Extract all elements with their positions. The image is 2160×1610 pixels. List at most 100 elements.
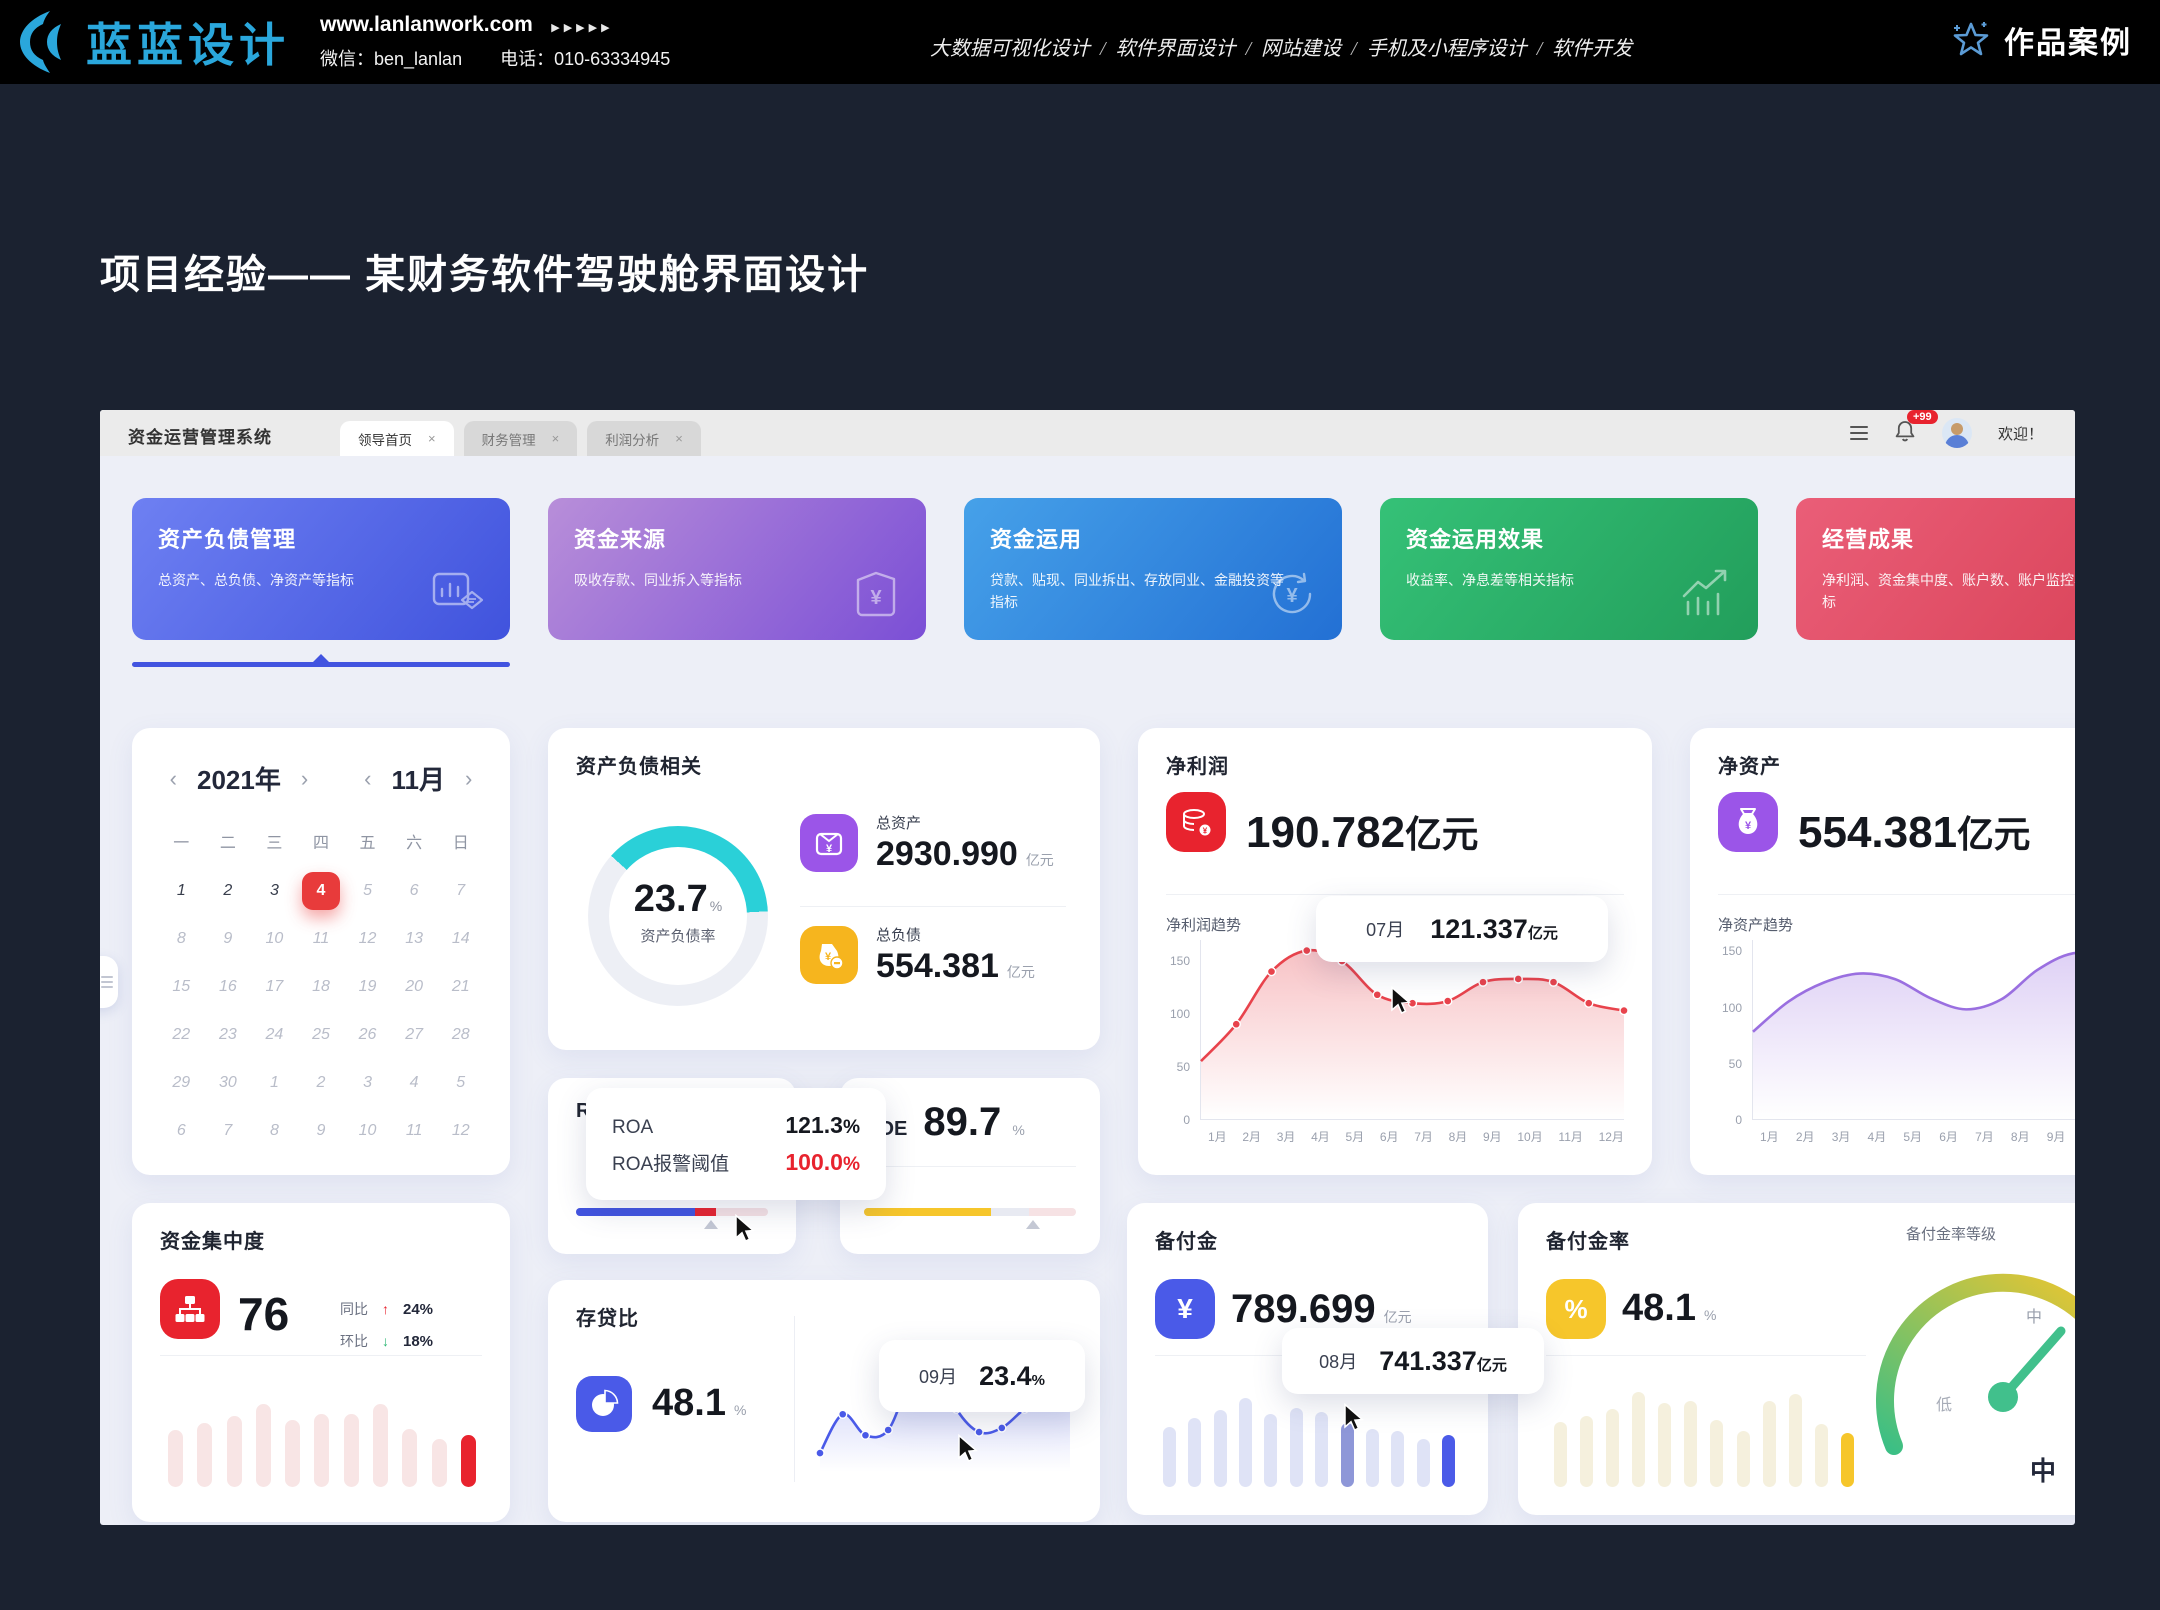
calendar-day[interactable]: 1: [176, 882, 186, 899]
user-avatar[interactable]: [1942, 418, 1972, 448]
calendar-day[interactable]: 16: [218, 978, 237, 995]
calendar-day[interactable]: 24: [265, 1026, 284, 1043]
calendar-card: ‹ 2021年 › ‹ 11月 › 一二三四五六日 1 2 3 4 5 6 7 8 9 10 11 12…: [132, 728, 510, 1175]
debt-value: 554.381 亿元: [876, 947, 1035, 985]
bar: [1840, 1433, 1854, 1487]
calendar-day[interactable]: 9: [223, 930, 233, 947]
trend-up-icon: [1682, 569, 1727, 616]
nav-card-asset-liability[interactable]: 资产负债管理 总资产、总负债、净资产等指标: [132, 498, 510, 640]
prev-month-icon[interactable]: ‹: [364, 765, 372, 791]
calendar-day[interactable]: 11: [312, 930, 330, 947]
calendar-day[interactable]: 18: [312, 978, 330, 995]
calendar-day[interactable]: 19: [358, 978, 377, 995]
next-year-icon[interactable]: ›: [300, 765, 309, 791]
topbar-right: +99 欢迎！: [1850, 410, 2043, 448]
nav-card-operating-result[interactable]: 经营成果 净利润、资金集中度、账户数、账户监控率等指标: [1796, 498, 2075, 640]
header-contact: www.lanlanwork.com ▶▶▶▶▶ 微信：ben_lanlan 电…: [320, 13, 670, 71]
roa-progress-bar[interactable]: [576, 1208, 768, 1216]
yen-icon: ¥: [1155, 1279, 1215, 1339]
reserve-rate-gauge[interactable]: [1848, 1231, 2075, 1515]
prev-year-icon[interactable]: ‹: [169, 765, 177, 791]
calendar-day[interactable]: 2: [223, 882, 233, 899]
calendar-day[interactable]: 8: [176, 930, 186, 947]
calendar-day[interactable]: 5: [363, 882, 373, 899]
calendar-day[interactable]: 5: [456, 1074, 466, 1091]
nav-item[interactable]: 软件开发: [1552, 38, 1633, 60]
calendar-day[interactable]: 7: [223, 1122, 233, 1139]
roe-progress-bar[interactable]: [864, 1208, 1076, 1216]
tab-close-icon[interactable]: ×: [551, 431, 560, 446]
tab-close-icon[interactable]: ×: [428, 431, 436, 446]
loan-ratio-value: 48.1%: [652, 1382, 747, 1424]
card-title: 资金集中度: [160, 1231, 265, 1253]
menu-icon[interactable]: [1850, 423, 1868, 444]
tab-leader-home[interactable]: 领导首页 ×: [340, 421, 454, 456]
calendar-day[interactable]: 6: [176, 1122, 186, 1139]
calendar-day[interactable]: 7: [456, 882, 466, 899]
calendar-day[interactable]: 9: [316, 1122, 326, 1139]
calendar-day[interactable]: 11: [405, 1122, 423, 1139]
calendar-day[interactable]: 21: [451, 978, 470, 995]
coins-icon: ¥: [1166, 792, 1226, 852]
balance-card: 资产负债相关 23.7% 资产负债率 ¥ 总资产 2930.990 亿元: [548, 728, 1100, 1050]
notifications[interactable]: +99: [1894, 410, 1938, 448]
net-assets-area-chart[interactable]: [1752, 940, 2075, 1120]
calendar-day[interactable]: 17: [265, 978, 284, 995]
nav-item[interactable]: 手机及小程序设计: [1366, 38, 1527, 60]
calendar-day[interactable]: 3: [363, 1074, 373, 1091]
bar: [1188, 1418, 1202, 1487]
phone-contact: 电话：010-63334945: [500, 49, 671, 69]
calendar-day[interactable]: 23: [218, 1026, 237, 1043]
nav-card-desc: 吸收存款、同业拆入等指标: [574, 572, 742, 588]
assets-label: 总资产: [876, 815, 922, 832]
calendar-day[interactable]: 6: [409, 882, 419, 899]
calendar-day[interactable]: 3: [269, 882, 279, 899]
chart-report-icon: [432, 572, 484, 610]
tab-profit-analysis[interactable]: 利润分析 ×: [587, 421, 701, 456]
net-profit-line-chart[interactable]: [1200, 940, 1629, 1120]
assets-icon: ¥: [800, 814, 858, 872]
calendar-day[interactable]: 14: [451, 930, 470, 947]
dashboard-topbar: 资金运营管理系统 领导首页 × 财务管理 × 利润分析 ×: [100, 410, 2075, 456]
calendar-day[interactable]: 4: [409, 1074, 419, 1091]
nav-item[interactable]: 大数据可视化设计: [930, 38, 1090, 60]
calendar-day[interactable]: 27: [405, 1026, 424, 1043]
tab-finance[interactable]: 财务管理 ×: [463, 421, 578, 456]
nav-card-fund-effect[interactable]: 资金运用效果 收益率、净息差等相关指标: [1380, 498, 1758, 640]
reserve-rate-bar-chart[interactable]: [1554, 1379, 1854, 1487]
debt-ratio-donut[interactable]: [588, 826, 768, 1006]
calendar-day-selected[interactable]: 4: [298, 868, 345, 914]
concentration-bar-chart[interactable]: [168, 1383, 476, 1487]
drawer-handle[interactable]: [100, 956, 118, 1008]
calendar-day[interactable]: 25: [312, 1026, 330, 1043]
calendar-day[interactable]: 2: [316, 1074, 326, 1091]
nav-card-fund-usage[interactable]: 资金运用 贷款、贴现、同业拆出、存放同业、金融投资等指标 ¥: [964, 498, 1342, 640]
logo[interactable]: 蓝蓝设计: [14, 9, 290, 75]
nav-item[interactable]: 网站建设: [1261, 38, 1342, 60]
calendar-day[interactable]: 26: [358, 1026, 377, 1043]
calendar-day[interactable]: 10: [265, 930, 284, 947]
calendar-day[interactable]: 22: [172, 1026, 191, 1043]
calendar-day[interactable]: 12: [358, 930, 377, 947]
calendar-day[interactable]: 1: [269, 1074, 279, 1091]
portfolio-link[interactable]: 作品案例: [1950, 18, 2132, 62]
calendar-day[interactable]: 13: [405, 930, 424, 947]
bar: [255, 1403, 271, 1487]
calendar-day[interactable]: 8: [269, 1122, 279, 1139]
calendar-day[interactable]: 20: [405, 978, 424, 995]
debt-ratio-label: 资产负债率: [640, 928, 716, 945]
calendar-day[interactable]: 15: [172, 978, 191, 995]
nav-item[interactable]: 软件界面设计: [1115, 38, 1236, 60]
calendar-day[interactable]: 30: [218, 1074, 237, 1091]
calendar-day[interactable]: 28: [451, 1026, 470, 1043]
passbook-icon: ¥: [856, 571, 896, 617]
website-link[interactable]: www.lanlanwork.com: [320, 13, 533, 36]
calendar-day[interactable]: 29: [172, 1074, 191, 1091]
calendar-day[interactable]: 10: [358, 1122, 377, 1139]
nav-card-fund-source[interactable]: 资金来源 吸收存款、同业拆入等指标 ¥: [548, 498, 926, 640]
calendar-day[interactable]: 12: [451, 1122, 470, 1139]
tab-close-icon[interactable]: ×: [675, 431, 683, 446]
next-month-icon[interactable]: ›: [465, 765, 473, 791]
reserve-bar-chart[interactable]: [1163, 1383, 1455, 1487]
bar: [1658, 1402, 1672, 1487]
